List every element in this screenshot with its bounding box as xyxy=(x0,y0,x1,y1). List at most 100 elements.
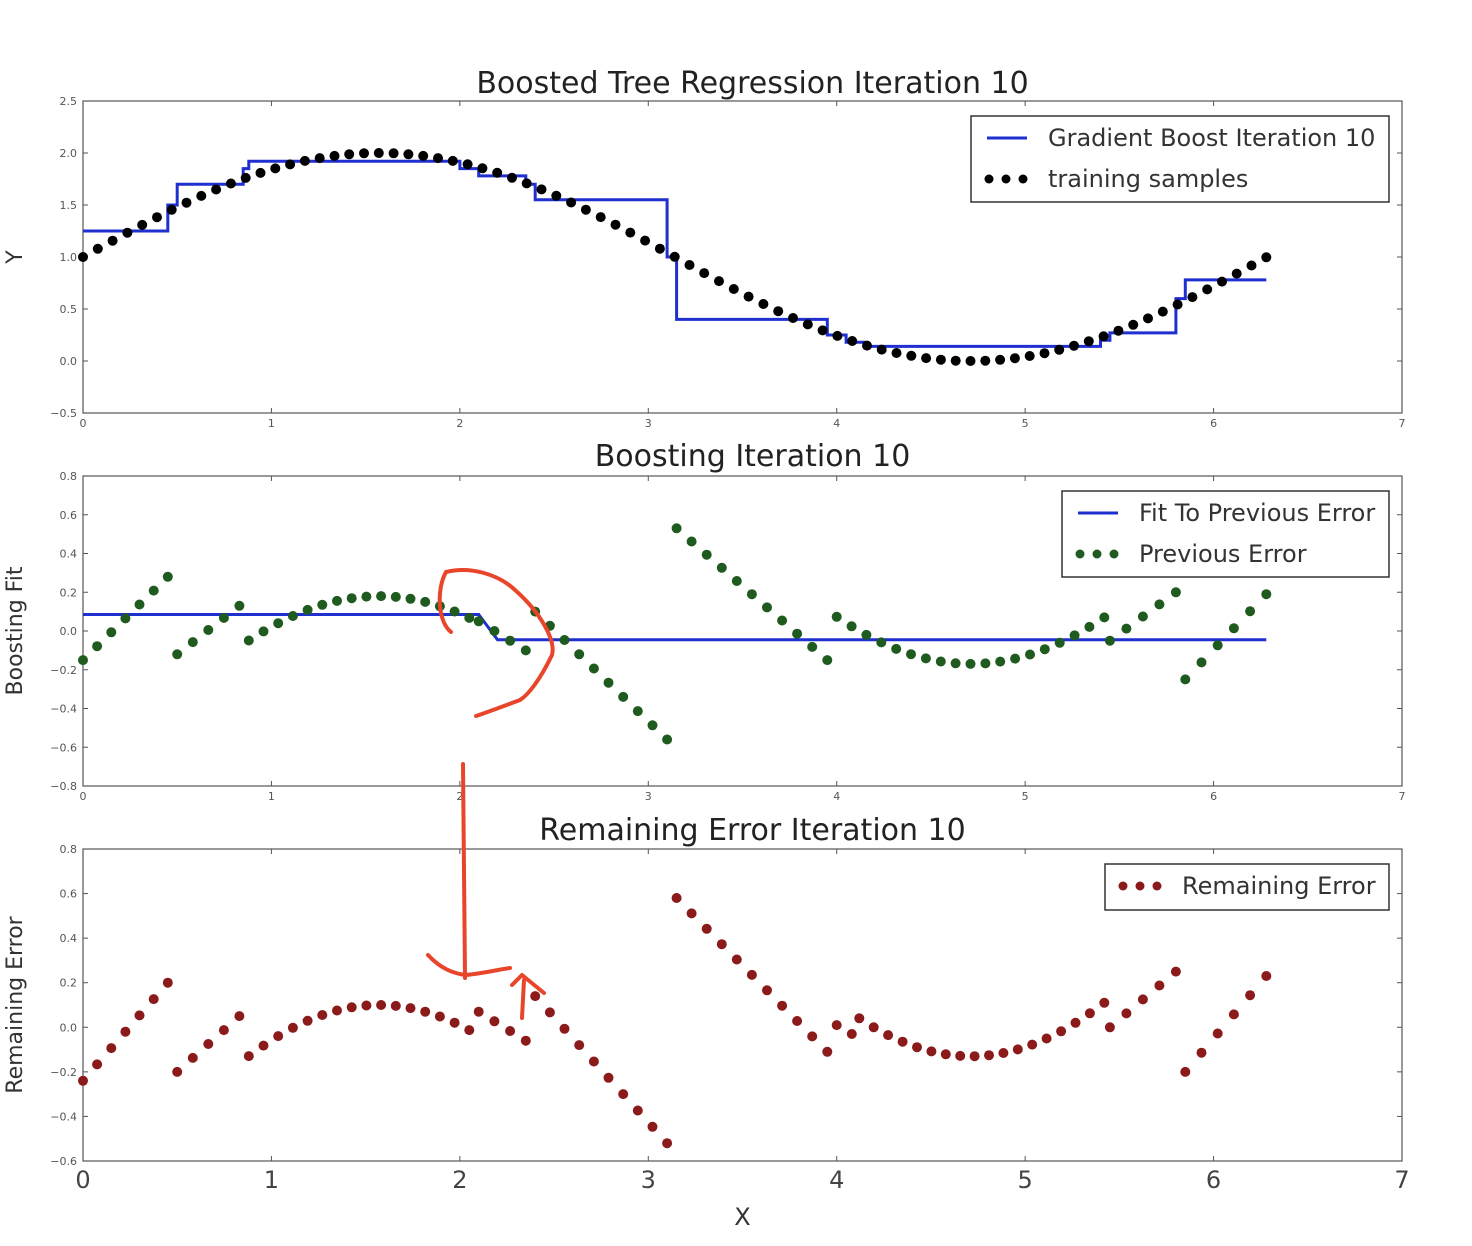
data-point xyxy=(876,637,887,648)
legend-box xyxy=(1104,863,1390,911)
data-point xyxy=(302,1015,313,1026)
data-point xyxy=(854,1013,865,1024)
data-point xyxy=(203,1039,214,1049)
data-point xyxy=(618,691,629,702)
y-tick-label: 0.0 xyxy=(60,355,78,368)
legend-box xyxy=(1061,490,1390,578)
data-point xyxy=(847,336,858,346)
data-point xyxy=(935,656,946,667)
data-point xyxy=(120,1026,131,1037)
data-point xyxy=(1084,621,1095,632)
data-point xyxy=(684,260,695,270)
data-point xyxy=(420,596,431,607)
legend-box xyxy=(970,115,1390,203)
panel-remaining-error: Remaining Error Iteration 10 Remaining Er… xyxy=(3,813,1410,1231)
data-point xyxy=(574,649,585,660)
data-point xyxy=(1121,623,1132,634)
data-point xyxy=(921,353,932,364)
data-point xyxy=(1070,1017,1081,1028)
data-point xyxy=(258,1040,269,1051)
data-point xyxy=(743,291,754,302)
data-point xyxy=(995,354,1006,365)
data-point xyxy=(1012,1044,1023,1055)
data-point xyxy=(225,178,236,189)
data-point xyxy=(1245,990,1256,1001)
data-point xyxy=(1245,606,1256,617)
y-tick-label: 2.5 xyxy=(60,95,78,108)
data-point xyxy=(906,350,917,361)
y-axis-label: Boosting Fit xyxy=(3,566,28,695)
data-point xyxy=(234,600,245,611)
y-tick-label: −0.2 xyxy=(50,664,77,677)
data-point xyxy=(603,677,614,688)
data-point xyxy=(520,645,531,656)
x-tick-label: 0 xyxy=(80,417,87,430)
x-tick-label: 1 xyxy=(268,417,275,430)
data-point xyxy=(998,1048,1009,1058)
data-point xyxy=(1154,599,1165,610)
data-point xyxy=(883,1030,894,1041)
data-point xyxy=(530,991,541,1002)
x-tick-label: 1 xyxy=(264,1166,279,1194)
data-point xyxy=(1187,292,1198,303)
data-point xyxy=(1054,637,1065,648)
data-point xyxy=(544,1007,555,1018)
data-point xyxy=(1104,1022,1115,1033)
legend-label: Previous Error xyxy=(1139,540,1307,568)
data-point xyxy=(861,629,872,640)
y-tick-label: 0.6 xyxy=(60,888,78,901)
data-point xyxy=(273,618,284,629)
data-point xyxy=(1180,1066,1191,1077)
data-point xyxy=(1104,635,1115,646)
data-point xyxy=(172,1066,183,1077)
data-point xyxy=(187,1052,198,1063)
y-tick-label: 0.2 xyxy=(60,586,78,599)
data-point xyxy=(1099,997,1110,1008)
data-point xyxy=(403,149,414,160)
data-point xyxy=(332,595,342,606)
data-point xyxy=(1157,306,1168,317)
data-point xyxy=(566,197,577,208)
data-point xyxy=(107,235,118,246)
data-point xyxy=(920,653,931,664)
data-point xyxy=(1025,649,1035,660)
legend-marker-swatch xyxy=(1135,881,1145,891)
data-point xyxy=(1039,644,1050,655)
data-point xyxy=(434,1011,445,1022)
data-point xyxy=(464,1025,475,1036)
data-point xyxy=(671,893,682,903)
legend-label: training samples xyxy=(1048,165,1248,193)
data-point xyxy=(203,625,214,635)
data-point xyxy=(405,593,416,604)
data-point xyxy=(1261,252,1272,263)
y-tick-label: 1.0 xyxy=(60,251,78,264)
data-point xyxy=(762,602,772,613)
data-point xyxy=(647,1121,658,1132)
legend-marker-swatch xyxy=(1001,174,1011,184)
data-point xyxy=(1121,1008,1132,1019)
data-point xyxy=(632,706,643,717)
y-tick-label: 0.4 xyxy=(60,932,78,945)
data-point xyxy=(731,576,742,586)
y-tick-label: 0.0 xyxy=(60,1021,78,1034)
data-point xyxy=(218,1025,229,1036)
data-point xyxy=(891,643,902,654)
x-axis-label: X xyxy=(734,1203,750,1231)
data-point xyxy=(1009,353,1020,364)
data-point xyxy=(714,276,724,287)
data-point xyxy=(359,148,369,159)
data-point xyxy=(699,268,710,279)
data-point xyxy=(940,1049,951,1060)
data-point xyxy=(807,641,818,652)
data-point xyxy=(746,969,757,980)
data-point xyxy=(507,172,517,183)
data-point xyxy=(632,1105,643,1116)
y-tick-label: 0.8 xyxy=(60,843,78,856)
data-point xyxy=(640,235,651,246)
data-point xyxy=(891,348,902,358)
y-tick-label: 1.5 xyxy=(60,199,78,212)
data-point xyxy=(218,612,229,623)
data-point xyxy=(148,585,159,596)
data-point xyxy=(211,184,222,195)
x-tick-label: 5 xyxy=(1018,1166,1033,1194)
